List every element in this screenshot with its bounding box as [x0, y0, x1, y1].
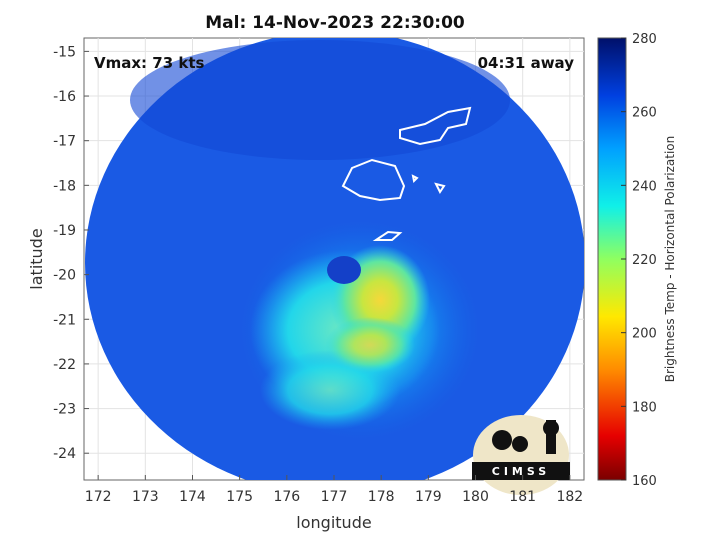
- coastlines: [341, 106, 472, 241]
- logo-tower: [546, 420, 556, 454]
- y-tick-label: -23: [53, 402, 76, 418]
- y-tick-label: -21: [53, 312, 76, 328]
- x-axis-label: longitude: [296, 513, 371, 532]
- y-tick-label: -19: [53, 223, 76, 239]
- y-tick-label: -24: [53, 446, 76, 462]
- colorbar-tick-label: 280: [632, 32, 657, 47]
- y-tick-label: -17: [53, 134, 76, 150]
- x-tick-label: 178: [368, 489, 395, 505]
- x-tick-label: 176: [273, 489, 300, 505]
- y-tick-label: -18: [53, 178, 76, 194]
- colorbar-tick-label: 160: [632, 474, 657, 489]
- y-axis-ticks: -15 -16 -17 -18 -19 -20 -21 -22 -23 -24: [53, 44, 89, 462]
- colorbar-tick-label: 260: [632, 106, 657, 121]
- x-tick-label: 174: [179, 489, 206, 505]
- x-tick-label: 175: [226, 489, 253, 505]
- time-away-annotation: 04:31 away: [478, 54, 575, 72]
- colorbar-tick-label: 180: [632, 400, 657, 415]
- coastline-vanua-levu: [399, 106, 472, 146]
- coastline-kadavu: [372, 230, 403, 241]
- x-tick-label: 182: [556, 489, 583, 505]
- y-tick-label: -20: [53, 268, 76, 284]
- x-tick-label: 179: [415, 489, 442, 505]
- x-tick-label: 173: [132, 489, 159, 505]
- y-axis-label: latitude: [27, 228, 46, 289]
- y-tick-label: -15: [53, 44, 76, 60]
- logo-tower-top: [543, 420, 559, 436]
- colorbar-tick-label: 240: [632, 179, 657, 194]
- coastline-islet: [434, 182, 446, 194]
- colorbar-tick-label: 200: [632, 327, 657, 342]
- chart-title: Mal: 14-Nov-2023 22:30:00: [205, 13, 465, 33]
- vmax-annotation: Vmax: 73 kts: [94, 54, 204, 72]
- y-tick-label: -22: [53, 357, 76, 373]
- x-axis-ticks: 172 173 174 175 176 177 178 179 180 181 182: [85, 475, 583, 505]
- logo-banner: [472, 462, 570, 480]
- x-tick-label: 172: [85, 489, 112, 505]
- x-tick-label: 181: [509, 489, 536, 505]
- coastline-viti-levu: [341, 158, 406, 202]
- cimss-logo: CIMSS: [472, 415, 570, 495]
- x-tick-label: 177: [321, 489, 348, 505]
- logo-dish-2: [512, 436, 528, 452]
- y-tick-label: -16: [53, 89, 76, 105]
- x-tick-label: 180: [462, 489, 489, 505]
- colorbar-label: Brightness Temp - Horizontal Polarizatio…: [663, 136, 677, 383]
- swath: [85, 38, 584, 480]
- logo-text: CIMSS: [492, 465, 550, 478]
- cold-north: [130, 40, 510, 160]
- coastline-islet-small: [411, 174, 419, 184]
- colorbar-ticks: 160 180 200 220 240 260 280: [621, 32, 657, 489]
- warm-core-south: [325, 317, 415, 373]
- colorbar-tick-label: 220: [632, 253, 657, 268]
- logo-dish: [492, 430, 512, 450]
- eye: [327, 256, 361, 284]
